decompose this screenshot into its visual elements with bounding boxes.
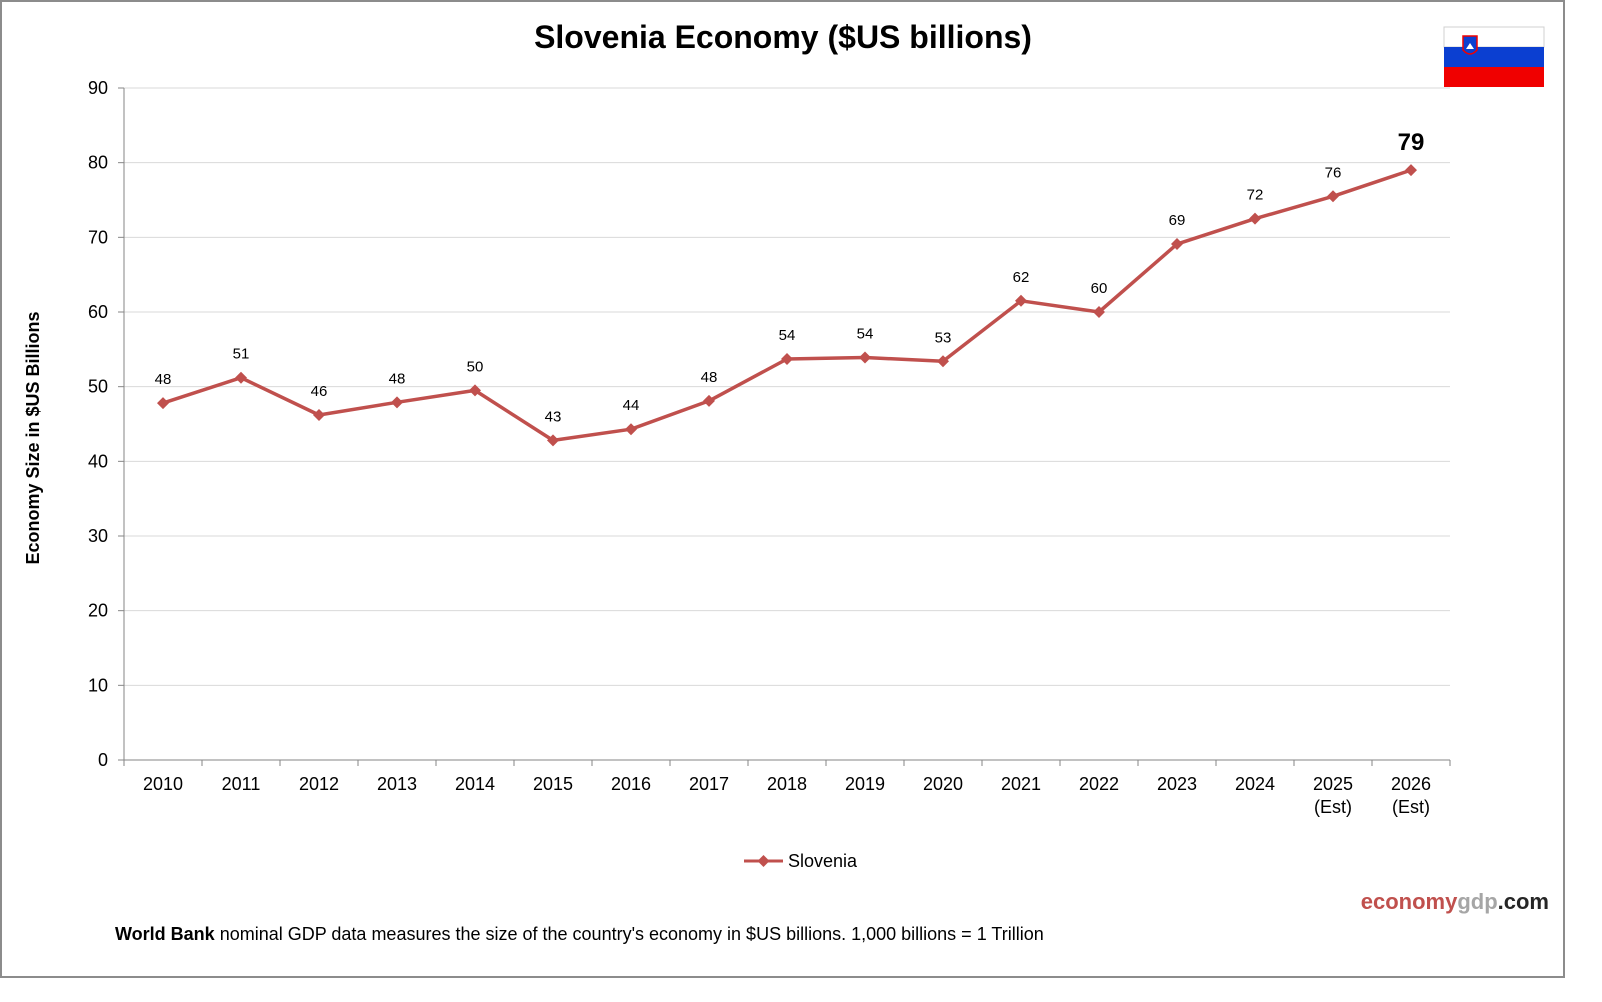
y-tick-label-0: 0 — [98, 750, 108, 770]
data-point-4 — [469, 384, 481, 397]
brand-part-2: gdp — [1457, 889, 1497, 914]
y-tick-label-20: 20 — [88, 601, 108, 621]
data-label-11: 62 — [1013, 269, 1030, 286]
y-tick-label-40: 40 — [88, 451, 108, 471]
brand-logo-text: economygdp.com — [1361, 889, 1549, 914]
data-label-9: 54 — [857, 326, 874, 343]
data-label-0: 48 — [155, 371, 172, 388]
series-slovenia — [157, 164, 1417, 447]
x-tick-label-10: 2020 — [923, 774, 963, 794]
x-tick-label-4: 2014 — [455, 774, 495, 794]
data-label-13: 69 — [1169, 212, 1186, 229]
series-line-0 — [162, 168, 1412, 443]
data-label-12: 60 — [1091, 280, 1108, 297]
data-label-5: 43 — [545, 408, 562, 425]
x-tick-labels: 2010 2011 2012 2013 2014 2015 2016 2017 2018 2019… — [143, 774, 1431, 817]
x-tick-label-15: 2025 (Est) — [1313, 774, 1353, 817]
x-tick-label-6: 2016 — [611, 774, 651, 794]
data-point-14 — [1249, 212, 1261, 225]
data-labels: 48 51 46 48 50 43 44 48 54 54 53 62 60 69 72 76 79 — [155, 129, 1425, 425]
y-tick-label-50: 50 — [88, 377, 108, 397]
data-label-8: 54 — [779, 327, 796, 344]
x-tick-label-1: 2011 — [222, 774, 261, 794]
data-point-9 — [859, 351, 871, 364]
data-label-3: 48 — [389, 370, 406, 387]
y-tick-label-70: 70 — [88, 227, 108, 247]
y-tick-label-90: 90 — [88, 78, 108, 98]
data-label-10: 53 — [935, 329, 952, 346]
chart-title: Slovenia Economy ($US billions) — [534, 19, 1032, 55]
data-point-0 — [157, 397, 169, 410]
gridlines — [124, 87, 1450, 686]
data-point-15 — [1327, 190, 1339, 203]
data-label-14: 72 — [1247, 187, 1264, 204]
data-point-10 — [937, 355, 949, 368]
axes — [118, 87, 1451, 766]
y-tick-label-30: 30 — [88, 526, 108, 546]
x-tick-label-0: 2010 — [143, 774, 183, 794]
x-tick-label-16: 2026 (Est) — [1391, 774, 1431, 817]
data-point-6 — [625, 423, 637, 436]
data-label-6: 44 — [623, 397, 640, 414]
footnote-text: nominal GDP data measures the size of th… — [215, 924, 1044, 944]
footnote-source: World Bank — [115, 924, 216, 944]
data-point-12 — [1093, 306, 1105, 318]
x-tick-label-14: 2024 — [1235, 774, 1275, 794]
legend: Slovenia — [744, 851, 858, 871]
x-tick-label-2: 2012 — [299, 774, 339, 794]
x-tick-label-3: 2013 — [377, 774, 417, 794]
data-point-7 — [703, 394, 715, 407]
x-tick-label-5: 2015 — [533, 774, 573, 794]
x-tick-label-13: 2023 — [1157, 774, 1197, 794]
x-tick-label-9: 2019 — [845, 774, 885, 794]
y-tick-label-10: 10 — [88, 675, 108, 695]
data-label-7: 48 — [701, 369, 718, 386]
data-point-3 — [391, 396, 403, 409]
data-point-8 — [781, 353, 793, 366]
data-point-1 — [235, 371, 247, 384]
footnote: World Bank nominal GDP data measures the… — [115, 924, 1044, 944]
data-point-11 — [1015, 294, 1027, 307]
legend-label-slovenia: Slovenia — [788, 851, 858, 871]
x-tick-label-8: 2018 — [767, 774, 807, 794]
data-label-1: 51 — [233, 346, 250, 363]
y-axis-label: Economy Size in $US Billions — [23, 311, 43, 564]
data-point-5 — [547, 434, 559, 447]
x-tick-label-12: 2022 — [1079, 774, 1119, 794]
data-label-4: 50 — [467, 358, 484, 375]
legend-marker-swatch — [757, 855, 770, 867]
data-label-15: 76 — [1325, 164, 1342, 181]
x-tick-label-7: 2017 — [689, 774, 729, 794]
data-point-13 — [1171, 238, 1183, 251]
slovenia-flag — [1443, 26, 1545, 87]
brand-part-3: .com — [1498, 889, 1549, 914]
data-point-16 — [1405, 164, 1417, 177]
x-tick-label-11: 2021 — [1001, 774, 1041, 794]
data-point-2 — [313, 409, 325, 422]
data-label-2: 46 — [311, 383, 328, 400]
y-tick-label-80: 80 — [88, 153, 108, 173]
data-label-16: 79 — [1398, 129, 1425, 156]
y-tick-label-60: 60 — [88, 302, 108, 322]
brand-part-1: economy — [1361, 889, 1458, 914]
y-tick-labels: 0 10 20 30 40 50 60 70 80 90 — [88, 78, 108, 770]
